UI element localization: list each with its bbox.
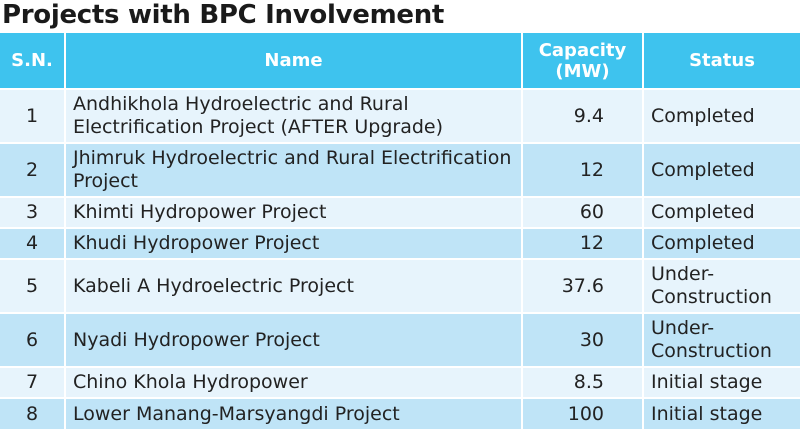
row-status: Initial stage (642, 397, 800, 429)
column-header-status: Status (642, 33, 800, 90)
row-name: Jhimruk Hydroelectric and Rural Electrif… (64, 142, 522, 197)
row-capacity: 12 (521, 142, 643, 197)
projects-table: S.N. Name Capacity (MW) Status 1 Andhikh… (0, 33, 800, 429)
row-sn: 4 (0, 227, 65, 259)
row-name: Chino Khola Hydropower (64, 366, 522, 398)
row-status: Completed (642, 227, 800, 259)
row-sn: 5 (0, 258, 65, 313)
row-capacity: 12 (521, 227, 643, 259)
row-status: Completed (642, 88, 800, 143)
table-row: 2 Jhimruk Hydroelectric and Rural Electr… (0, 142, 800, 197)
table-row: 8 Lower Manang-Marsyangdi Project 100 In… (0, 397, 800, 429)
row-sn: 1 (0, 88, 65, 143)
row-capacity: 60 (521, 196, 643, 228)
column-header-capacity: Capacity (MW) (521, 33, 643, 90)
table-row: 7 Chino Khola Hydropower 8.5 Initial sta… (0, 366, 800, 398)
page-title: Projects with BPC Involvement (2, 0, 445, 30)
row-status: Completed (642, 196, 800, 228)
row-capacity: 8.5 (521, 366, 643, 398)
table-row: 5 Kabeli A Hydroelectric Project 37.6 Un… (0, 258, 800, 313)
row-name: Andhikhola Hydroelectric and Rural Elect… (64, 88, 522, 143)
row-name: Kabeli A Hydroelectric Project (64, 258, 522, 313)
row-sn: 6 (0, 312, 65, 367)
row-status: Completed (642, 142, 800, 197)
row-status: Under-Construction (642, 258, 800, 313)
table-header-row: S.N. Name Capacity (MW) Status (0, 33, 800, 90)
row-sn: 7 (0, 366, 65, 398)
table-row: 3 Khimti Hydropower Project 60 Completed (0, 196, 800, 228)
table-row: 6 Nyadi Hydropower Project 30 Under-Cons… (0, 312, 800, 367)
row-capacity: 100 (521, 397, 643, 429)
row-status: Initial stage (642, 366, 800, 398)
column-header-name: Name (64, 33, 522, 90)
row-name: Khudi Hydropower Project (64, 227, 522, 259)
row-name: Nyadi Hydropower Project (64, 312, 522, 367)
row-sn: 3 (0, 196, 65, 228)
column-header-sn: S.N. (0, 33, 65, 90)
row-capacity: 9.4 (521, 88, 643, 143)
row-capacity: 30 (521, 312, 643, 367)
row-status: Under-Construction (642, 312, 800, 367)
row-capacity: 37.6 (521, 258, 643, 313)
row-sn: 2 (0, 142, 65, 197)
row-name: Khimti Hydropower Project (64, 196, 522, 228)
row-name: Lower Manang-Marsyangdi Project (64, 397, 522, 429)
table-row: 1 Andhikhola Hydroelectric and Rural Ele… (0, 88, 800, 143)
row-sn: 8 (0, 397, 65, 429)
table-row: 4 Khudi Hydropower Project 12 Completed (0, 227, 800, 259)
